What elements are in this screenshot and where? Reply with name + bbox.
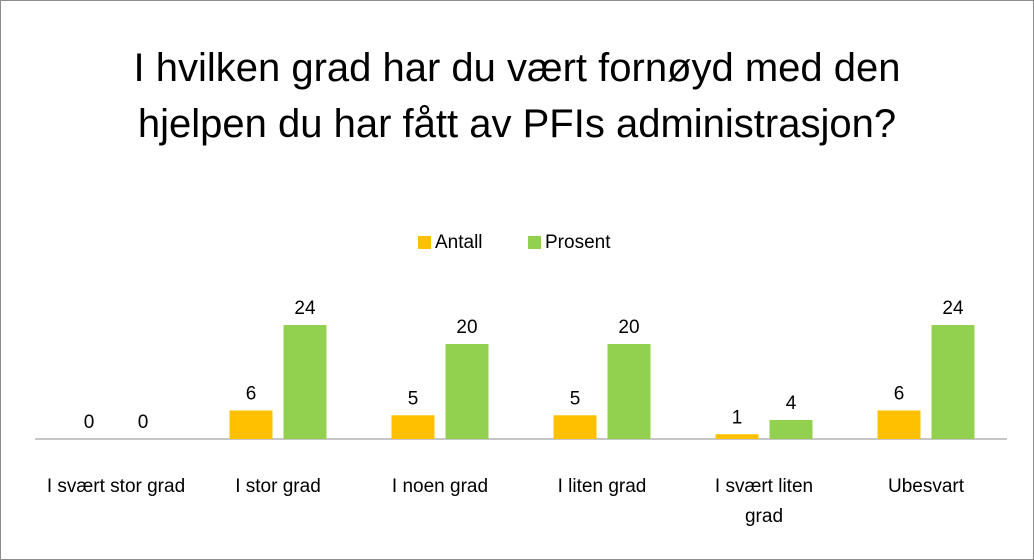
bar bbox=[931, 325, 975, 439]
bar bbox=[607, 344, 651, 439]
bar bbox=[391, 415, 435, 439]
data-label: 20 bbox=[456, 317, 477, 338]
data-label: 24 bbox=[942, 298, 964, 319]
chart-title: I hvilken grad har du vært fornøyd med d… bbox=[133, 46, 901, 146]
x-tick-label: I noen grad bbox=[391, 476, 489, 497]
data-label: 6 bbox=[894, 384, 905, 405]
x-tick-label: I stor grad bbox=[235, 476, 321, 497]
legend-swatch bbox=[418, 236, 431, 249]
bar bbox=[715, 434, 759, 439]
data-label: 24 bbox=[294, 298, 316, 319]
data-label: 20 bbox=[618, 317, 639, 338]
data-label: 5 bbox=[570, 388, 581, 409]
x-tick-label: I liten grad bbox=[557, 476, 647, 497]
legend-label: Prosent bbox=[545, 232, 611, 253]
bar bbox=[445, 344, 489, 439]
bar bbox=[283, 325, 327, 439]
data-label: 0 bbox=[84, 412, 95, 433]
data-label: 4 bbox=[786, 393, 797, 414]
x-tick-label: Ubesvart bbox=[887, 476, 965, 497]
bar bbox=[553, 415, 597, 439]
data-label: 1 bbox=[732, 407, 743, 428]
x-tick-label: I svært liten grad bbox=[714, 476, 814, 527]
legend-swatch bbox=[528, 236, 541, 249]
bar bbox=[877, 410, 921, 439]
x-tick-label: I svært stor grad bbox=[46, 476, 186, 497]
bar bbox=[769, 420, 813, 439]
bar bbox=[229, 410, 273, 439]
data-label: 0 bbox=[138, 412, 149, 433]
data-label: 5 bbox=[408, 388, 419, 409]
data-label: 6 bbox=[246, 384, 257, 405]
legend-label: Antall bbox=[435, 232, 483, 253]
